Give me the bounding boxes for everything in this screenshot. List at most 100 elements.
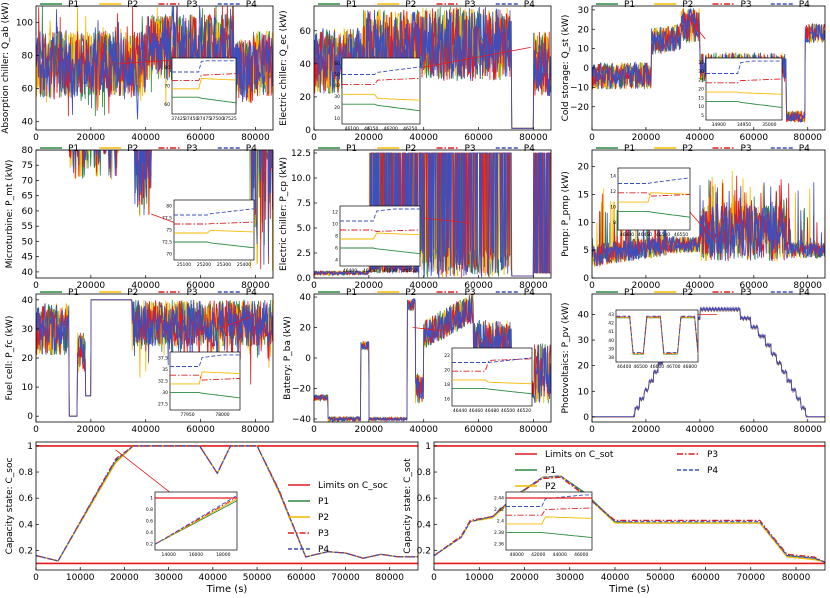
inset-qec: 46100 46150 46200 46250 10 20 30 40 50 60 bbox=[334, 46, 531, 132]
legend-label: P4 bbox=[799, 144, 810, 154]
inset-x-tick-label: 46500 bbox=[383, 268, 397, 274]
inset-y-tick-label: 40 bbox=[334, 83, 340, 89]
y-tick-label: 60 bbox=[22, 85, 34, 95]
plot-area-qab bbox=[36, 6, 273, 120]
series-line-p4 bbox=[36, 6, 273, 120]
inset-pmt: 25100 25200 25300 25400 70 72.5 75 77.5 80 bbox=[151, 199, 255, 268]
inset-x-tick-label: 46500 bbox=[501, 408, 515, 414]
legend-label: P3 bbox=[318, 529, 329, 539]
inset-x-tick-label: 46150 bbox=[364, 126, 378, 132]
inset-line-p4 bbox=[618, 177, 691, 184]
inset-y-tick-label: 0.2 bbox=[146, 542, 153, 548]
series-line-p4 bbox=[36, 299, 273, 417]
legend-label: P4 bbox=[318, 545, 329, 555]
y-tick-label: 80 bbox=[22, 52, 34, 62]
plot-area-pcp bbox=[314, 152, 551, 278]
legend-label: Limits on C_sot bbox=[545, 450, 614, 460]
inset-y-tick-label: 42 bbox=[608, 321, 614, 327]
x-tick-label: 40000 bbox=[686, 281, 715, 291]
inset-y-tick-label: 2.42 bbox=[494, 507, 504, 513]
plot-area-csoc bbox=[36, 445, 418, 565]
x-tick-label: 20000 bbox=[355, 425, 384, 435]
y-tick-label: 30 bbox=[578, 6, 590, 16]
inset-y-tick-label: 2.44 bbox=[494, 495, 504, 501]
y-axis-label: Cold storage: Q_st (kW) bbox=[561, 15, 571, 122]
y-tick-label: 40 bbox=[300, 60, 312, 70]
y-tick-label: 1 bbox=[27, 442, 33, 452]
inset-x-tick-label: 46450 bbox=[638, 232, 652, 238]
inset-x-tick-label: 46520 bbox=[517, 408, 531, 414]
inset-x-tick-label: 34950 bbox=[737, 122, 751, 128]
legend-label: P4 bbox=[524, 144, 535, 154]
inset-y-tick-label: 10 bbox=[698, 104, 704, 110]
inset-line-p3 bbox=[506, 507, 593, 516]
legend-label: P3 bbox=[465, 0, 476, 10]
series-line-p4 bbox=[592, 306, 825, 418]
legend-label: P3 bbox=[707, 450, 718, 460]
inset-y-tick-label: 2.4 bbox=[497, 519, 504, 525]
x-tick-label: 40000 bbox=[686, 425, 715, 435]
x-tick-label: 40000 bbox=[131, 425, 160, 435]
inset-x-tick-label: 35000 bbox=[762, 122, 776, 128]
inset-x-tick-label: 46450 bbox=[363, 268, 377, 274]
x-tick-label: 80000 bbox=[241, 281, 270, 291]
inset-y-tick-label: 5 bbox=[701, 113, 704, 119]
y-tick-label: 20 bbox=[578, 163, 590, 173]
inset-x-tick-label: 18000 bbox=[216, 552, 230, 558]
x-tick-label: 10000 bbox=[66, 573, 95, 583]
inset-y-tick-label: 35 bbox=[698, 60, 704, 66]
legend-label: P1 bbox=[624, 288, 635, 298]
inset-line-p3 bbox=[342, 77, 421, 85]
x-tick-label: 0 bbox=[589, 425, 595, 435]
y-tick-label: 0 bbox=[583, 274, 589, 284]
x-tick-label: 80000 bbox=[782, 573, 811, 583]
legend: P1 P2 P3 P4 bbox=[318, 288, 535, 298]
inset-y-tick-label: 0.6 bbox=[146, 519, 153, 525]
inset-y-tick-label: 6 bbox=[335, 246, 338, 252]
legend: P1 P2 P3 P4 bbox=[40, 288, 257, 298]
inset-y-tick-label: 41 bbox=[608, 329, 614, 335]
legend-label: P3 bbox=[187, 0, 198, 10]
inset-line-p2 bbox=[706, 91, 783, 95]
y-tick-label: 40 bbox=[22, 296, 34, 306]
inset-line-p2 bbox=[342, 93, 421, 101]
inset-x-tick-label: 34900 bbox=[712, 122, 726, 128]
legend: P1 P2 P3 P4 bbox=[318, 0, 535, 10]
x-tick-label: 0 bbox=[33, 425, 39, 435]
x-tick-label: 0 bbox=[589, 133, 595, 143]
legend-label: P1 bbox=[624, 144, 635, 154]
inset-y-tick-label: 35 bbox=[162, 367, 168, 373]
legend-label: P4 bbox=[524, 0, 535, 10]
y-tick-label: 0.2 bbox=[19, 546, 33, 556]
inset-line-p1 bbox=[174, 241, 255, 249]
y-tick-label: −20 bbox=[292, 384, 311, 394]
inset-arrow bbox=[216, 316, 251, 330]
inset-frame bbox=[705, 57, 783, 121]
legend-label: P3 bbox=[465, 288, 476, 298]
inset-frame bbox=[339, 205, 421, 267]
x-tick-label: 0 bbox=[431, 573, 437, 583]
legend-label: P2 bbox=[545, 482, 556, 492]
y-tick-label: 20 bbox=[578, 362, 590, 372]
inset-line-p2 bbox=[618, 192, 691, 203]
legend-label: P1 bbox=[624, 0, 635, 10]
x-axis-label: Time (s) bbox=[206, 584, 248, 595]
legend: Limits on C_sot P1 P2 P3 P4 bbox=[515, 450, 718, 492]
inset-x-tick-label: 16000 bbox=[189, 552, 203, 558]
inset-line-p4 bbox=[616, 315, 699, 354]
x-tick-label: 60000 bbox=[739, 281, 768, 291]
legend-label: P4 bbox=[799, 288, 810, 298]
y-tick-label: 55 bbox=[22, 222, 33, 232]
x-tick-label: 70000 bbox=[736, 573, 765, 583]
legend-label: P1 bbox=[318, 497, 329, 507]
series-line-p1 bbox=[434, 475, 825, 563]
inset-line-p3 bbox=[174, 221, 255, 225]
legend: P1 P2 P3 P4 bbox=[318, 144, 535, 154]
inset-line-p3 bbox=[618, 192, 691, 197]
x-tick-label: 0 bbox=[311, 133, 317, 143]
y-axis-label: Capacity state: C_soc bbox=[5, 458, 15, 555]
plot-area-pmt bbox=[36, 150, 273, 271]
y-tick-label: 10 bbox=[578, 218, 590, 228]
panel-ppv: 0 20000 40000 60000 80000 0 10 20 30 40 Photovolta… bbox=[561, 288, 826, 435]
